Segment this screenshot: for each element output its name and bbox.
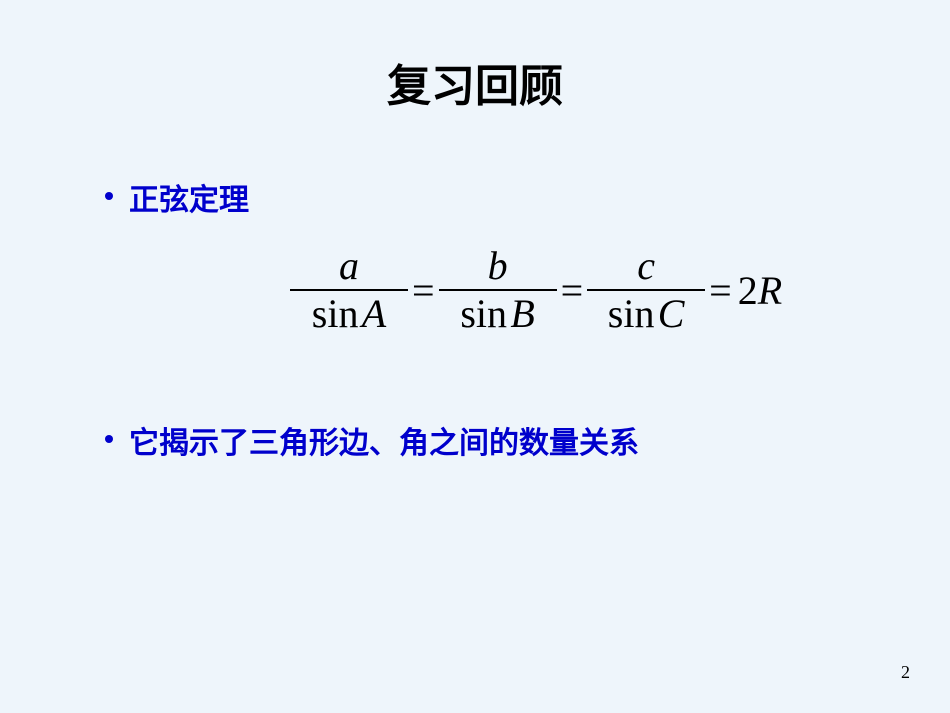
denominator: sin B bbox=[458, 293, 536, 335]
bullet-dot-icon bbox=[105, 192, 113, 200]
bullet-text: 它揭示了三角形边、角之间的数量关系 bbox=[129, 418, 639, 462]
bullet-text: 正弦定理 bbox=[129, 175, 249, 219]
rhs: 2R bbox=[738, 267, 782, 314]
denominator: sin C bbox=[606, 293, 687, 335]
fraction-b: b sin B bbox=[439, 245, 557, 335]
law-of-sines-formula: a sin A = b sin B = c sin C = 2R bbox=[290, 245, 782, 335]
bullet-dot-icon bbox=[105, 435, 113, 443]
equals-sign: = bbox=[412, 267, 435, 314]
slide-title: 复习回顾 bbox=[0, 50, 950, 114]
fraction-c: c sin C bbox=[587, 245, 705, 335]
denominator: sin A bbox=[310, 293, 388, 335]
bullet-item-2: 它揭示了三角形边、角之间的数量关系 bbox=[105, 418, 639, 462]
slide: 复习回顾 正弦定理 a sin A = b sin B = c sin C bbox=[0, 0, 950, 713]
numerator: c bbox=[635, 245, 657, 287]
numerator: b bbox=[486, 245, 510, 287]
equals-sign: = bbox=[561, 267, 584, 314]
numerator: a bbox=[337, 245, 361, 287]
fraction-a: a sin A bbox=[290, 245, 408, 335]
equals-sign: = bbox=[709, 267, 732, 314]
bullet-item-1: 正弦定理 bbox=[105, 175, 249, 219]
page-number: 2 bbox=[901, 662, 910, 683]
